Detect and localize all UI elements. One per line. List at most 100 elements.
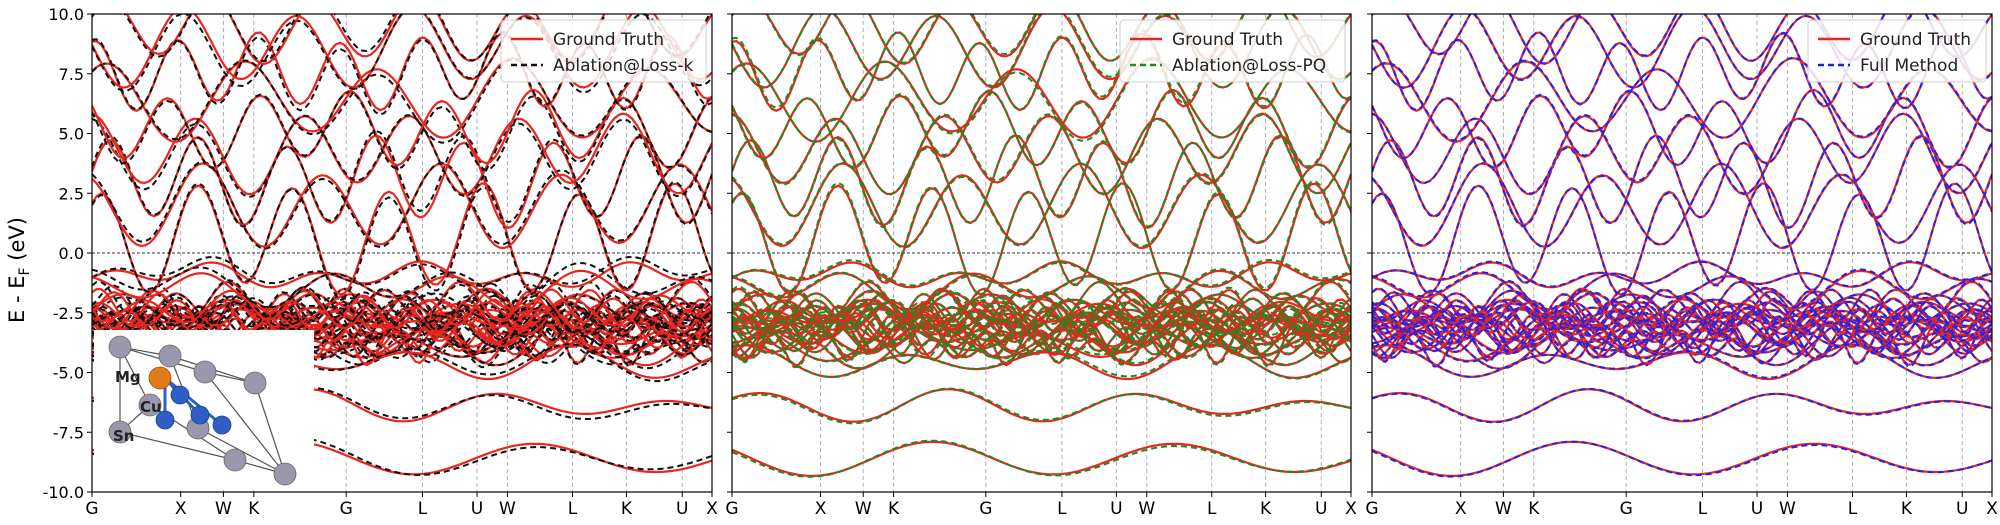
predicted-band xyxy=(732,304,1351,350)
predicted-band xyxy=(732,268,1351,312)
predicted-band xyxy=(92,320,712,366)
predicted-band xyxy=(732,180,1351,296)
predicted-band xyxy=(92,129,712,228)
predicted-band xyxy=(92,280,712,331)
ground-truth-band xyxy=(92,57,712,143)
x-tick-label: U xyxy=(1751,499,1763,519)
ground-truth-band xyxy=(732,440,1351,478)
x-tick-label: L xyxy=(1698,499,1708,519)
ground-truth-band xyxy=(92,287,712,327)
predicted-band xyxy=(732,318,1351,361)
lattice-edge xyxy=(119,431,236,461)
sn-atom xyxy=(158,344,182,368)
legend-box xyxy=(500,19,707,83)
sn-atom xyxy=(223,448,247,472)
x-tick-label: G xyxy=(340,499,353,519)
y-tick-label: 0.0 xyxy=(59,244,84,263)
predicted-band xyxy=(92,436,712,478)
predicted-band xyxy=(92,289,712,333)
y-tick-label: 5.0 xyxy=(59,125,84,144)
x-tick-label: G xyxy=(725,499,738,519)
legend-label: Ground Truth xyxy=(1172,30,1283,50)
x-tick-label: W xyxy=(215,499,232,519)
sn-atom xyxy=(273,462,297,486)
predicted-band xyxy=(92,295,712,336)
predicted-band xyxy=(1372,182,1992,297)
x-tick-label: U xyxy=(1956,499,1968,519)
predicted-band xyxy=(1372,287,1992,334)
x-tick-label: L xyxy=(1207,499,1217,519)
x-tick-label: K xyxy=(621,499,633,519)
predicted-band xyxy=(92,160,712,250)
y-tick-label: -10.0 xyxy=(43,483,84,502)
x-tick-label: U xyxy=(676,499,688,519)
predicted-band xyxy=(1372,56,1992,142)
plot-frame xyxy=(1371,13,1993,493)
ground-truth-band xyxy=(92,260,712,289)
cu-atom xyxy=(170,385,190,405)
x-tick-label: X xyxy=(1455,499,1467,519)
ground-truth-band xyxy=(92,134,712,230)
predicted-band xyxy=(732,278,1351,331)
lattice-edge xyxy=(254,382,286,475)
predicted-band xyxy=(1372,268,1992,310)
y-tick-label: 7.5 xyxy=(59,65,84,84)
predicted-band xyxy=(732,29,1351,111)
sn-atom xyxy=(193,360,217,384)
atom-label: Sn xyxy=(113,427,134,445)
predicted-band xyxy=(1372,162,1992,249)
predicted-band xyxy=(92,296,712,346)
ground-truth-band xyxy=(92,112,712,196)
ground-truth-band xyxy=(732,287,1351,327)
predicted-band xyxy=(1372,260,1992,288)
y-tick-label: 2.5 xyxy=(59,184,84,203)
ground-truth-band xyxy=(1372,440,1992,478)
predicted-band xyxy=(1372,14,1992,90)
y-tick-label: -5.0 xyxy=(53,364,84,383)
predicted-band xyxy=(732,387,1351,425)
legend-label: Ground Truth xyxy=(1860,30,1971,50)
plot-frame xyxy=(731,13,1352,493)
x-tick-label: G xyxy=(1620,499,1633,519)
predicted-band xyxy=(1372,293,1992,331)
x-tick-label: U xyxy=(1315,499,1327,519)
x-tick-label: K xyxy=(1528,499,1540,519)
predicted-band xyxy=(1372,387,1992,424)
x-tick-label: W xyxy=(1495,499,1512,519)
x-tick-label: K xyxy=(888,499,900,519)
cu-atom xyxy=(155,410,175,430)
predicted-band xyxy=(732,305,1351,357)
predicted-band xyxy=(92,282,712,329)
legend-label: Ablation@Loss-k xyxy=(553,56,694,76)
x-tick-label: W xyxy=(1138,499,1155,519)
predicted-band xyxy=(732,258,1351,287)
x-tick-label: K xyxy=(1260,499,1272,519)
predicted-band xyxy=(92,181,712,300)
predicted-band xyxy=(92,304,712,358)
lattice-edge xyxy=(204,371,286,475)
y-axis-label-subscript: F xyxy=(17,267,33,275)
sn-atom xyxy=(108,420,132,444)
predicted-band xyxy=(1372,286,1992,327)
predicted-band xyxy=(92,255,712,287)
predicted-band xyxy=(1372,279,1992,330)
predicted-band xyxy=(92,326,712,369)
predicted-band xyxy=(732,58,1351,143)
x-tick-label: G xyxy=(979,499,992,519)
atom-label: Mg xyxy=(115,368,141,386)
y-axis-label-main: E - E xyxy=(5,275,29,322)
predicted-band xyxy=(732,285,1351,333)
legend-label: Ablation@Loss-PQ xyxy=(1172,56,1326,76)
legend-box xyxy=(1119,19,1346,83)
panel-ablation-loss-k: G X W K G L U W L K U X-10.0-7.5-5.0-2.50.02.55.07.… xyxy=(43,5,719,519)
x-tick-label: U xyxy=(1110,499,1122,519)
predicted-band xyxy=(1372,318,1992,359)
x-tick-label: L xyxy=(1057,499,1067,519)
x-tick-label: X xyxy=(706,499,718,519)
predicted-band xyxy=(1372,343,1992,379)
y-tick-label: -2.5 xyxy=(53,304,84,323)
bands xyxy=(732,14,1351,478)
cu-atom xyxy=(190,405,210,425)
